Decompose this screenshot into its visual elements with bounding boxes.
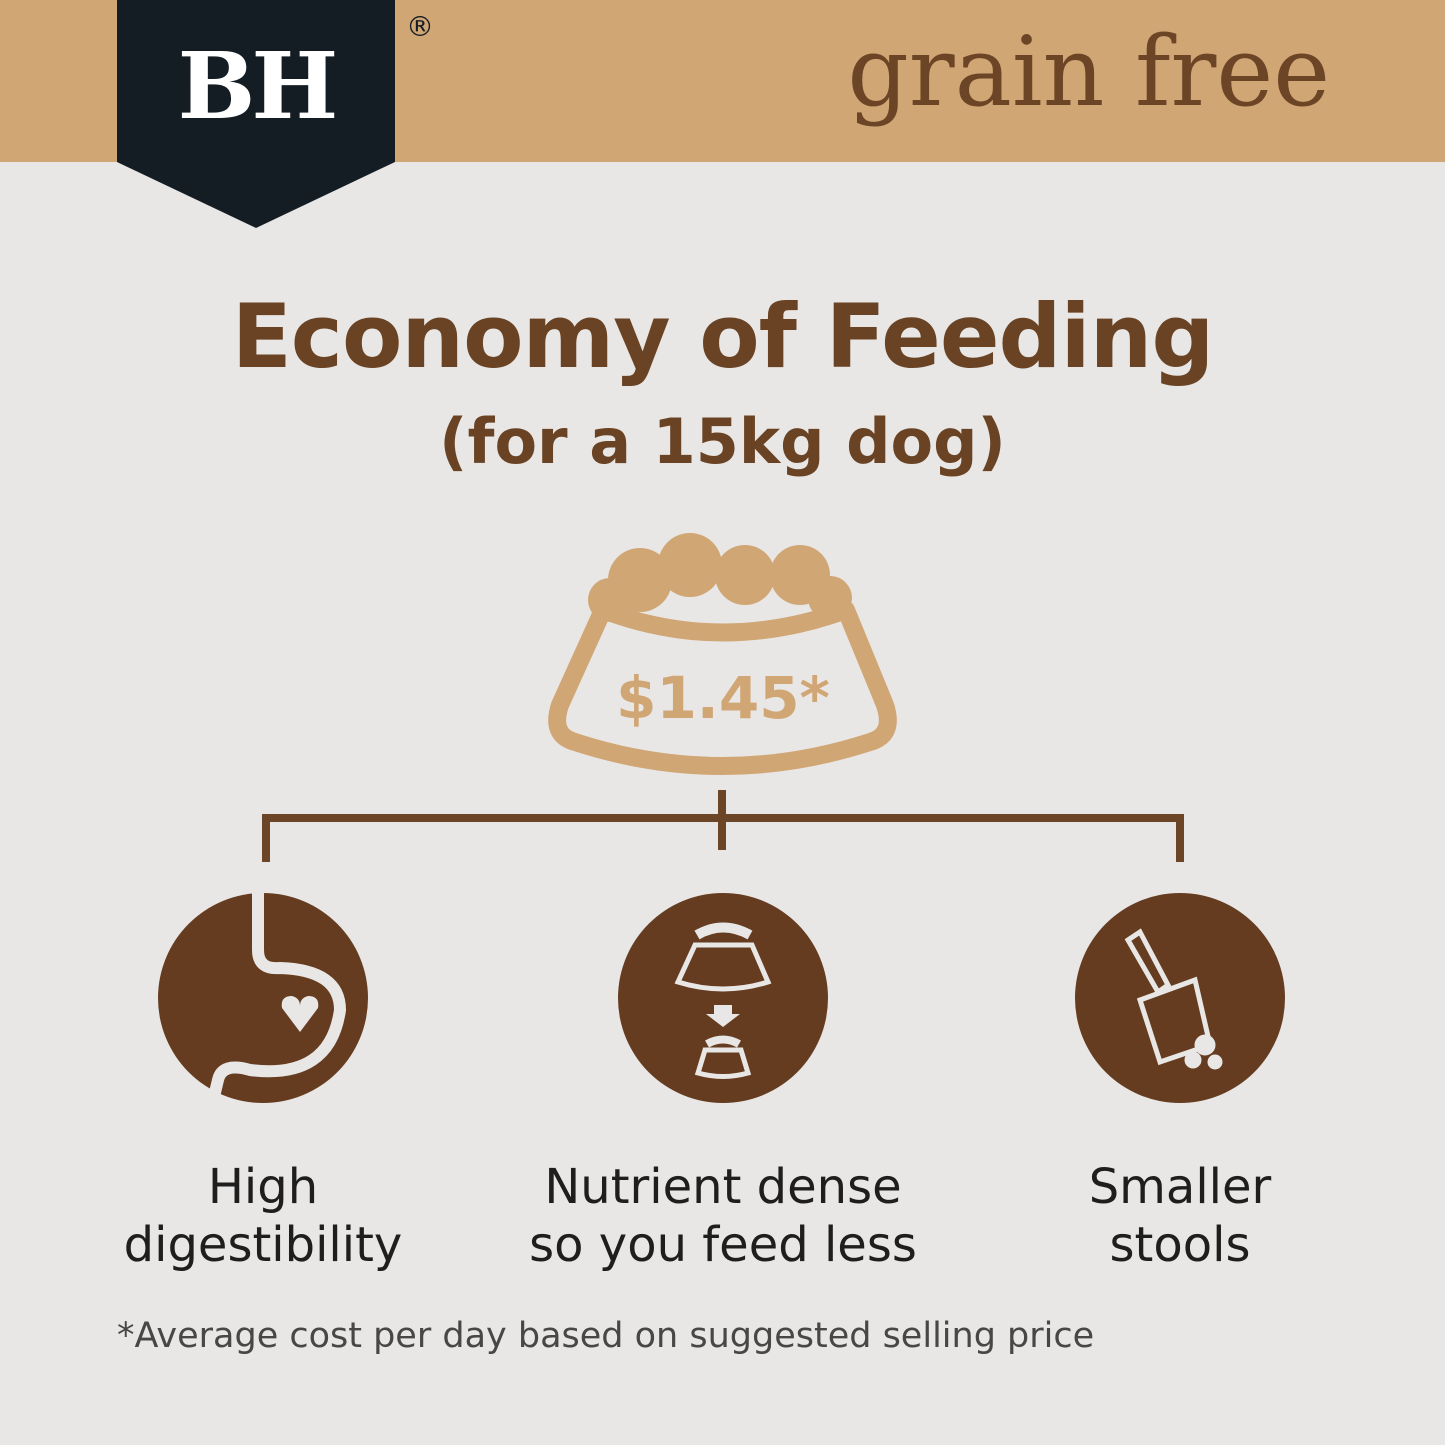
label-line: Nutrient dense <box>544 1159 902 1215</box>
food-bowl-icon <box>548 533 897 775</box>
benefit-label-digestibility: High digestibility <box>43 1158 483 1274</box>
page-title: Economy of Feeding <box>231 285 1215 388</box>
bowl-reduction-icon <box>618 893 828 1103</box>
brand-logo: BH <box>177 32 339 140</box>
benefit-label-nutrient-dense: Nutrient dense so you feed less <box>503 1158 943 1274</box>
price-per-day: $1.45* <box>616 664 830 732</box>
scooper-icon <box>1075 893 1285 1103</box>
tagline: grain free <box>847 16 1330 128</box>
benefit-label-smaller-stools: Smaller stools <box>960 1158 1400 1274</box>
label-line: digestibility <box>123 1217 403 1273</box>
stomach-heart-icon <box>158 893 368 1107</box>
brand-badge <box>117 0 395 228</box>
label-line: High <box>207 1159 319 1215</box>
page-subtitle: (for a 15kg dog) <box>439 405 1006 478</box>
registered-mark: ® <box>406 10 434 43</box>
tree-connector <box>262 790 1184 862</box>
footnote: *Average cost per day based on suggested… <box>117 1316 1095 1356</box>
label-line: Smaller <box>1088 1159 1272 1215</box>
label-line: stools <box>1109 1217 1251 1273</box>
label-line: so you feed less <box>529 1217 917 1273</box>
